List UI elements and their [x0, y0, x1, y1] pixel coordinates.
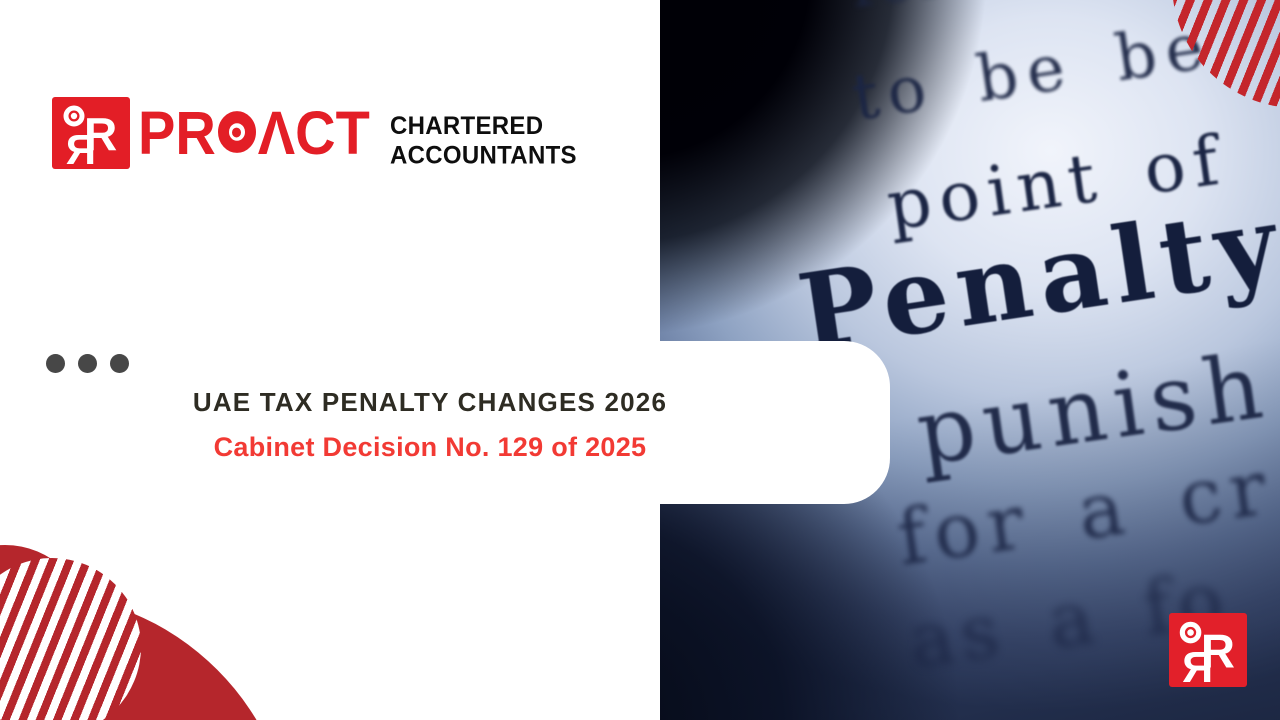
- wordmark-part: CT: [295, 97, 370, 167]
- monogram-letter-mirrored: R: [66, 126, 96, 169]
- card-text-block: UAE TAX PENALTY CHANGES 2026 Cabinet Dec…: [0, 387, 860, 463]
- brand-wordmark: PR Λ CT: [138, 96, 370, 169]
- proact-monogram-icon: R R: [1179, 621, 1235, 687]
- brand-logo-badge-small: R R: [1169, 613, 1247, 687]
- wordmark-part: PR: [138, 97, 216, 167]
- monogram-letter-mirrored: R: [1182, 644, 1213, 687]
- striped-red-circle: [0, 558, 141, 720]
- brand-logo-badge: R R: [52, 97, 130, 169]
- dot: [46, 354, 65, 373]
- dot: [110, 354, 129, 373]
- monogram-letter: R: [84, 108, 117, 160]
- tagline-line-2: ACCOUNTANTS: [390, 141, 577, 170]
- photo-text-line: to be be: [847, 8, 1218, 136]
- title-card: UAE TAX PENALTY CHANGES 2026 Cabinet Dec…: [0, 341, 890, 504]
- photo-text-line: for wh: [847, 0, 1085, 21]
- tagline-line-1: CHARTERED: [390, 112, 544, 141]
- page-title: UAE TAX PENALTY CHANGES 2026: [192, 387, 668, 417]
- proact-monogram-icon: R R: [63, 105, 117, 169]
- brand-tagline: CHARTERED ACCOUNTANTS: [390, 112, 577, 171]
- wordmark-a-glyph: Λ: [257, 97, 296, 167]
- wordmark-o-glyph: [217, 111, 256, 153]
- monogram-letter: R: [1201, 625, 1235, 678]
- page-subtitle: Cabinet Decision No. 129 of 2025: [213, 432, 647, 462]
- three-dots-icon: [46, 354, 129, 373]
- dot: [78, 354, 97, 373]
